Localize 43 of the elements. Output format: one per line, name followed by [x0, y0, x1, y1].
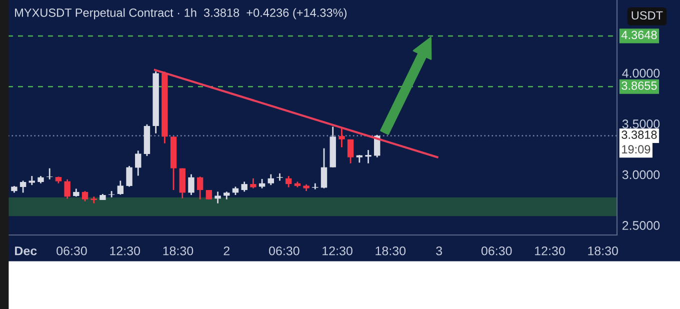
x-tick-label: 06:30: [56, 246, 87, 256]
x-tick-label: 18:30: [163, 246, 194, 256]
candlestick: [117, 180, 124, 196]
candlestick: [196, 176, 204, 200]
y-tick-label: 3.5000: [622, 120, 660, 128]
candlestick: [241, 181, 248, 192]
x-tick-label: 12:30: [110, 246, 140, 256]
x-tick-label: 2: [224, 246, 230, 256]
candlestick: [338, 128, 345, 148]
candlestick: [347, 138, 354, 164]
ref-line-label: 4.3648: [621, 30, 657, 40]
x-tick-label: 3: [436, 246, 442, 256]
candlestick: [268, 174, 274, 186]
candlestick: [108, 190, 115, 198]
candlestick: [250, 178, 256, 189]
candlestick: [64, 178, 70, 200]
candlestick: [126, 165, 132, 188]
candlestick: [46, 168, 53, 180]
candlestick: [188, 174, 194, 196]
x-tick-label: 06:30: [269, 246, 300, 256]
candlestick: [28, 175, 35, 186]
candlestick: [286, 175, 292, 188]
x-tick-label: 18:30: [376, 246, 406, 256]
ref-line-label: 3.3818: [622, 130, 657, 139]
x-tick-label: 12:30: [322, 246, 352, 256]
candlestick: [320, 148, 328, 189]
text: MYXUSDT Perpetual Contract · 1h 3.3818 +0.4236 (+14.33%): [15, 8, 347, 20]
candlestick: [135, 150, 142, 176]
y-axis-title: USDT: [632, 11, 663, 20]
ref-line-label: 3.8655: [622, 81, 657, 90]
x-tick-label: Dec: [15, 246, 37, 256]
x-tick-label: 18:30: [588, 246, 618, 256]
candlestick: [206, 189, 212, 200]
y-tick-label: 3.0000: [622, 170, 660, 180]
candlestick: [214, 190, 221, 204]
y-tick-label: 4.0000: [622, 68, 660, 78]
text: 19:09: [622, 145, 650, 154]
y-tick-label: 2.5000: [622, 221, 660, 230]
x-tick-label: 12:30: [535, 246, 565, 256]
candlestick: [20, 180, 26, 194]
candlestick: [82, 190, 88, 202]
candlestick: [365, 149, 372, 164]
x-tick-label: 06:30: [481, 246, 512, 256]
